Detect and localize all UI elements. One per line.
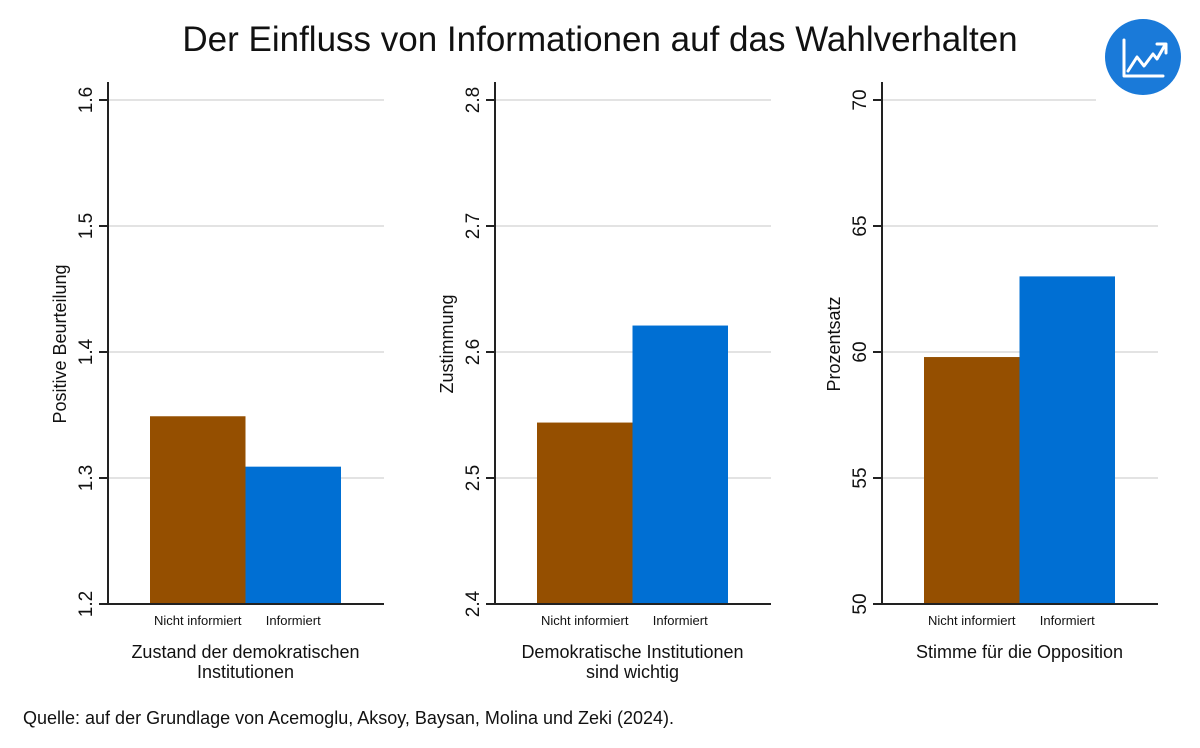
y-tick-label: 2.8	[463, 87, 484, 113]
chart-title: Der Einfluss von Informationen auf das W…	[182, 20, 1017, 59]
y-axis-label: Zustimmung	[437, 294, 457, 393]
x-axis-label: sind wichtig	[586, 662, 679, 682]
bar-informiert	[632, 325, 728, 604]
x-category-label: Nicht informiert	[154, 613, 242, 628]
x-category-label: Nicht informiert	[541, 613, 629, 628]
y-tick-label: 1.4	[76, 338, 97, 365]
y-tick-label: 60	[850, 341, 871, 362]
bar-informiert	[245, 466, 341, 604]
x-axis-label: Demokratische Institutionen	[521, 642, 743, 662]
x-category-label: Informiert	[1040, 613, 1095, 628]
chart-panels: 1.2 1.3 1.4 1.5 1.6 Positive Beurteilung Nicht…	[50, 82, 1158, 682]
y-tick-label: 1.6	[76, 87, 97, 113]
x-category-label: Informiert	[653, 613, 708, 628]
y-tick-label: 1.3	[76, 465, 97, 491]
y-axis-label: Prozentsatz	[824, 296, 844, 391]
y-tick-label: 2.5	[463, 465, 484, 491]
chart-trend-up-icon	[1105, 19, 1181, 95]
x-axis-label: Zustand der demokratischen	[131, 642, 359, 662]
bar-nicht-informiert	[537, 422, 633, 604]
bar-informiert	[1019, 276, 1115, 604]
chart-panel-1: 1.2 1.3 1.4 1.5 1.6 Positive Beurteilung Nicht…	[50, 82, 384, 682]
x-axis-label: Institutionen	[197, 662, 294, 682]
y-axis-label: Positive Beurteilung	[50, 264, 70, 423]
y-tick-label: 1.2	[76, 591, 97, 617]
x-category-label: Nicht informiert	[928, 613, 1016, 628]
y-tick-label: 55	[850, 467, 871, 488]
y-tick-label: 50	[850, 593, 871, 614]
y-tick-label: 2.6	[463, 339, 484, 365]
y-tick-label: 1.5	[76, 213, 97, 239]
x-axis-label: Stimme für die Opposition	[916, 642, 1123, 662]
chart-panel-2: 2.4 2.5 2.6 2.7 2.8 Zustimmung Nicht informier…	[437, 82, 771, 682]
y-tick-label: 2.7	[463, 213, 484, 239]
bar-nicht-informiert	[150, 416, 246, 604]
bar-nicht-informiert	[924, 357, 1020, 604]
y-tick-label: 65	[850, 215, 871, 236]
x-category-label: Informiert	[266, 613, 321, 628]
y-tick-label: 2.4	[463, 590, 484, 617]
source-note: Quelle: auf der Grundlage von Acemoglu, …	[23, 708, 674, 728]
chart-panel-3: 50 55 60 65 70 Prozentsatz Nicht informiert Inf…	[824, 82, 1158, 662]
y-tick-label: 70	[850, 89, 871, 110]
